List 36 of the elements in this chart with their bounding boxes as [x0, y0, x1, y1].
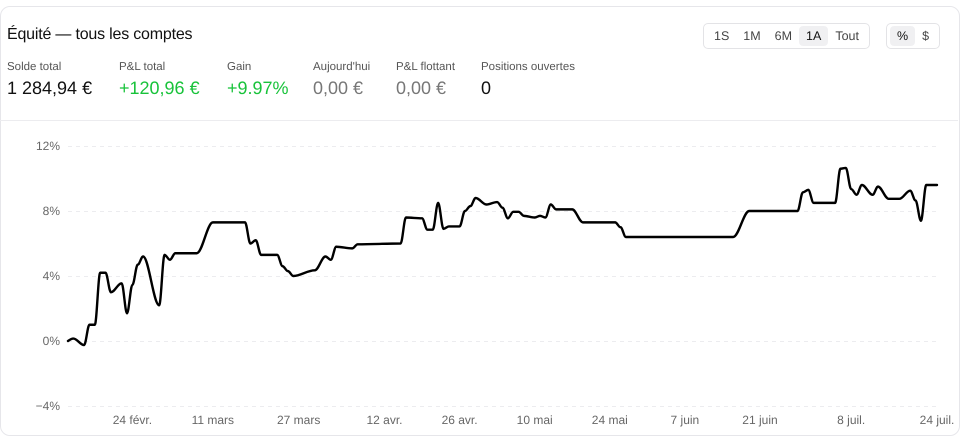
text: +9.97%	[227, 78, 289, 99]
text: +120,96 €	[119, 78, 200, 99]
text: 0,00 €	[396, 78, 448, 99]
x-tick-label: 11 mars	[192, 413, 234, 427]
x-tick-label: 24 juil.	[920, 413, 954, 427]
y-tick-label: 12%	[36, 139, 60, 153]
y-tick-label: 0%	[42, 334, 60, 348]
x-tick-label: 27 mars	[276, 413, 320, 427]
x-tick-label: 24 mai	[592, 413, 628, 427]
x-tick-label: 7 juin	[670, 413, 700, 427]
text: 1M	[742, 28, 762, 45]
text: 6M	[774, 28, 794, 45]
y-tick-label: 8%	[42, 204, 60, 218]
text: 1S	[713, 28, 730, 45]
text: Tout	[834, 28, 860, 45]
x-tick-label: 8 juil.	[837, 413, 866, 427]
text: 0	[481, 78, 492, 99]
x-tick-label: 26 avr.	[442, 413, 478, 427]
text: Gain	[227, 61, 252, 73]
text: Positions ouvertes	[481, 61, 575, 73]
text: Solde total	[7, 61, 62, 73]
x-tick-label: 24 févr.	[112, 413, 152, 427]
x-tick-label: 21 juin	[742, 413, 778, 427]
text: $	[921, 28, 930, 45]
text: P&L total	[119, 61, 166, 73]
text: %	[890, 26, 916, 46]
chart-title: Équité — tous les comptes	[7, 26, 192, 44]
y-tick-label: 4%	[42, 269, 60, 283]
text: 1 284,94 €	[7, 78, 92, 99]
text: P&L flottant	[396, 61, 456, 73]
x-tick-label: 12 avr.	[366, 413, 403, 427]
y-tick-label: −4%	[36, 399, 60, 413]
text: 1A	[799, 26, 828, 46]
text: Aujourd'hui	[313, 61, 370, 73]
x-tick-label: 10 mai	[516, 413, 553, 427]
text: 0,00 €	[313, 78, 364, 99]
